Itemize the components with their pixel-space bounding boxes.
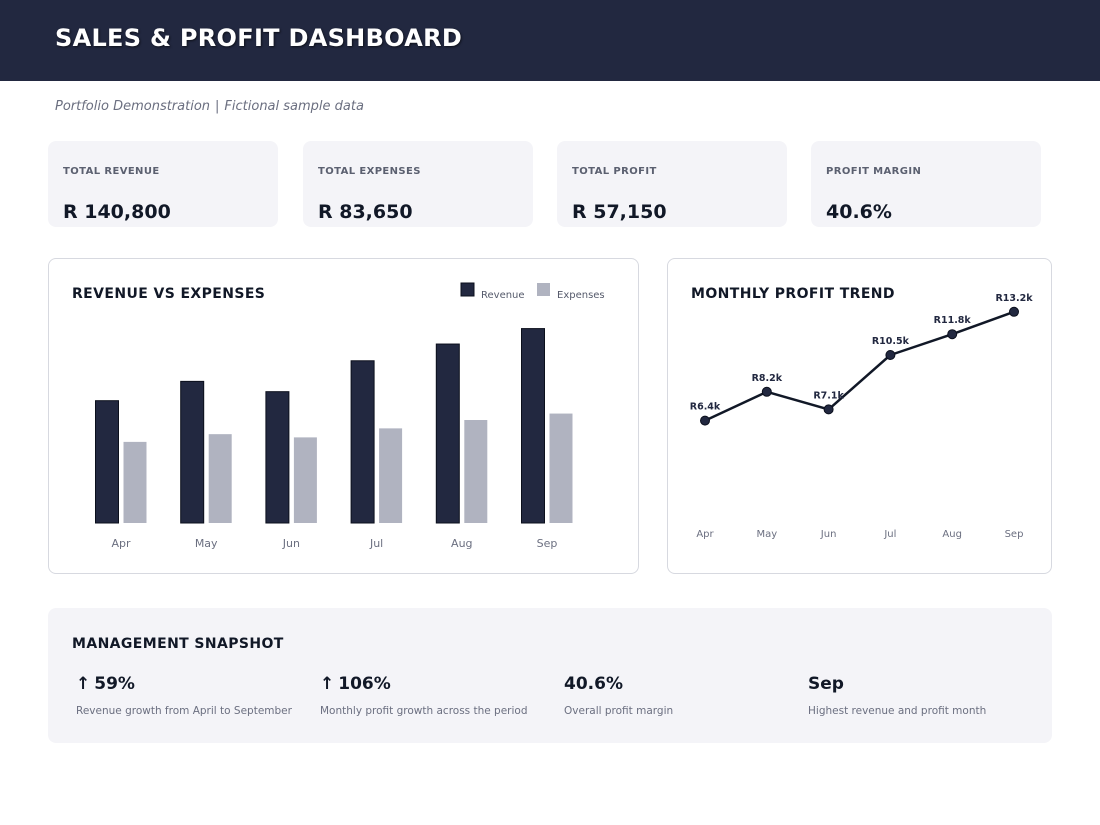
- profit-point-may: [761, 386, 772, 397]
- data-label-may: R8.2k: [752, 373, 783, 384]
- kpi-card-total-expenses: TOTAL EXPENSES R 83,650: [303, 141, 533, 227]
- data-label-apr: R6.4k: [690, 402, 721, 413]
- x-tick-label: Jul: [883, 529, 896, 540]
- snapshot-value-text: 106%: [338, 674, 391, 694]
- kpi-label: TOTAL REVENUE: [63, 166, 160, 177]
- snapshot-value: ↑ 106%: [320, 674, 560, 694]
- x-tick-label: Jun: [820, 529, 837, 540]
- x-tick-label: Sep: [1005, 529, 1024, 540]
- profit-point-jun: [823, 404, 834, 415]
- data-label-aug: R11.8k: [934, 315, 972, 326]
- data-label-jun: R7.1k: [813, 390, 844, 401]
- header-bar: SALES & PROFIT DASHBOARD: [0, 0, 1100, 81]
- management-snapshot: MANAGEMENT SNAPSHOT ↑ 59% Revenue growth …: [48, 608, 1052, 743]
- kpi-label: TOTAL PROFIT: [572, 166, 657, 177]
- kpi-value: 40.6%: [826, 201, 892, 223]
- expenses-bar-jul: [379, 428, 403, 523]
- snapshot-item-profit-growth: ↑ 106% Monthly profit growth across the p…: [320, 674, 560, 717]
- profit-point-sep: [1009, 306, 1019, 317]
- subtitle-right: Fictional sample data: [224, 99, 364, 114]
- expenses-bar-may: [208, 434, 232, 523]
- legend-label-revenue: Revenue: [481, 290, 525, 301]
- x-tick-label: Aug: [451, 537, 472, 550]
- x-tick-label: May: [195, 537, 218, 550]
- snapshot-description: Overall profit margin: [564, 705, 674, 717]
- x-tick-label: Sep: [537, 537, 558, 550]
- legend-swatch-expenses: [537, 283, 550, 296]
- line-chart-title: MONTHLY PROFIT TREND: [691, 286, 895, 302]
- snapshot-value-text: Sep: [808, 674, 844, 694]
- kpi-value: R 57,150: [572, 201, 667, 223]
- snapshot-title: MANAGEMENT SNAPSHOT: [72, 636, 284, 652]
- profit-trend-panel: MONTHLY PROFIT TREND R6.4k Apr R8.2k May R7.…: [667, 258, 1052, 574]
- arrow-up-icon: ↑: [76, 674, 91, 694]
- profit-point-apr: [700, 415, 710, 426]
- expenses-bar-apr: [123, 441, 147, 523]
- arrow-up-icon: ↑: [320, 674, 335, 694]
- legend-label-expenses: Expenses: [557, 290, 605, 301]
- profit-trend-chart: R6.4k Apr R8.2k May R7.1k Jun R10.5k Jul R11.8k A…: [690, 293, 1033, 540]
- profit-point-jul: [885, 350, 896, 360]
- x-tick-label: Apr: [696, 529, 714, 540]
- profit-trend-line: [704, 310, 1015, 422]
- snapshot-item-profit-margin: 40.6% Overall profit margin: [564, 674, 804, 717]
- revenue-bar-jul: [350, 360, 375, 524]
- x-tick-label: May: [756, 529, 777, 540]
- revenue-bar-aug: [435, 343, 460, 524]
- kpi-label: PROFIT MARGIN: [826, 166, 922, 177]
- subtitle-separator: |: [215, 99, 220, 114]
- kpi-value: R 140,800: [63, 201, 171, 223]
- data-label-sep: R13.2k: [995, 293, 1033, 304]
- snapshot-description: Monthly profit growth across the period: [320, 705, 528, 717]
- legend-swatch-revenue: [460, 282, 475, 297]
- expenses-bar-aug: [464, 420, 488, 523]
- snapshot-value-text: 59%: [94, 674, 135, 694]
- page-subtitle: Portfolio Demonstration | Fictional sample…: [55, 99, 364, 114]
- x-tick-label: Jun: [282, 537, 300, 550]
- kpi-card-total-revenue: TOTAL REVENUE R 140,800: [48, 141, 278, 227]
- snapshot-value: 40.6%: [564, 674, 804, 694]
- revenue-bar-jun: [265, 391, 290, 524]
- snapshot-item-best-month: Sep Highest revenue and profit month: [808, 674, 1048, 717]
- subtitle-left: Portfolio Demonstration: [55, 99, 211, 114]
- snapshot-description: Highest revenue and profit month: [808, 705, 987, 717]
- revenue-bar-apr: [95, 400, 119, 524]
- profit-point-aug: [947, 329, 958, 340]
- expenses-bar-sep: [549, 413, 573, 523]
- expenses-bar-jun: [293, 437, 317, 523]
- revenue-bar-sep: [521, 328, 545, 524]
- snapshot-value-text: 40.6%: [564, 674, 623, 694]
- x-tick-label: Apr: [111, 537, 131, 550]
- x-tick-label: Jul: [369, 537, 383, 550]
- kpi-value: R 83,650: [318, 201, 413, 223]
- revenue-expenses-panel: REVENUE VS EXPENSES Apr May Jun Jul Aug Sep Re…: [48, 258, 639, 574]
- kpi-card-profit-margin: PROFIT MARGIN 40.6%: [811, 141, 1041, 227]
- snapshot-description: Revenue growth from April to September: [76, 705, 292, 717]
- revenue-bar-may: [180, 380, 205, 524]
- kpi-card-total-profit: TOTAL PROFIT R 57,150: [557, 141, 787, 227]
- snapshot-value: Sep: [808, 674, 1048, 694]
- bar-chart-title: REVENUE VS EXPENSES: [72, 286, 266, 302]
- revenue-expenses-chart: Apr May Jun Jul Aug Sep Revenue Expenses: [95, 282, 605, 550]
- page-title: SALES & PROFIT DASHBOARD: [55, 24, 463, 52]
- kpi-label: TOTAL EXPENSES: [318, 166, 421, 177]
- data-label-jul: R10.5k: [872, 336, 910, 347]
- x-tick-label: Aug: [942, 529, 962, 540]
- snapshot-value: ↑ 59%: [76, 674, 316, 694]
- snapshot-item-revenue-growth: ↑ 59% Revenue growth from April to Septem…: [76, 674, 316, 717]
